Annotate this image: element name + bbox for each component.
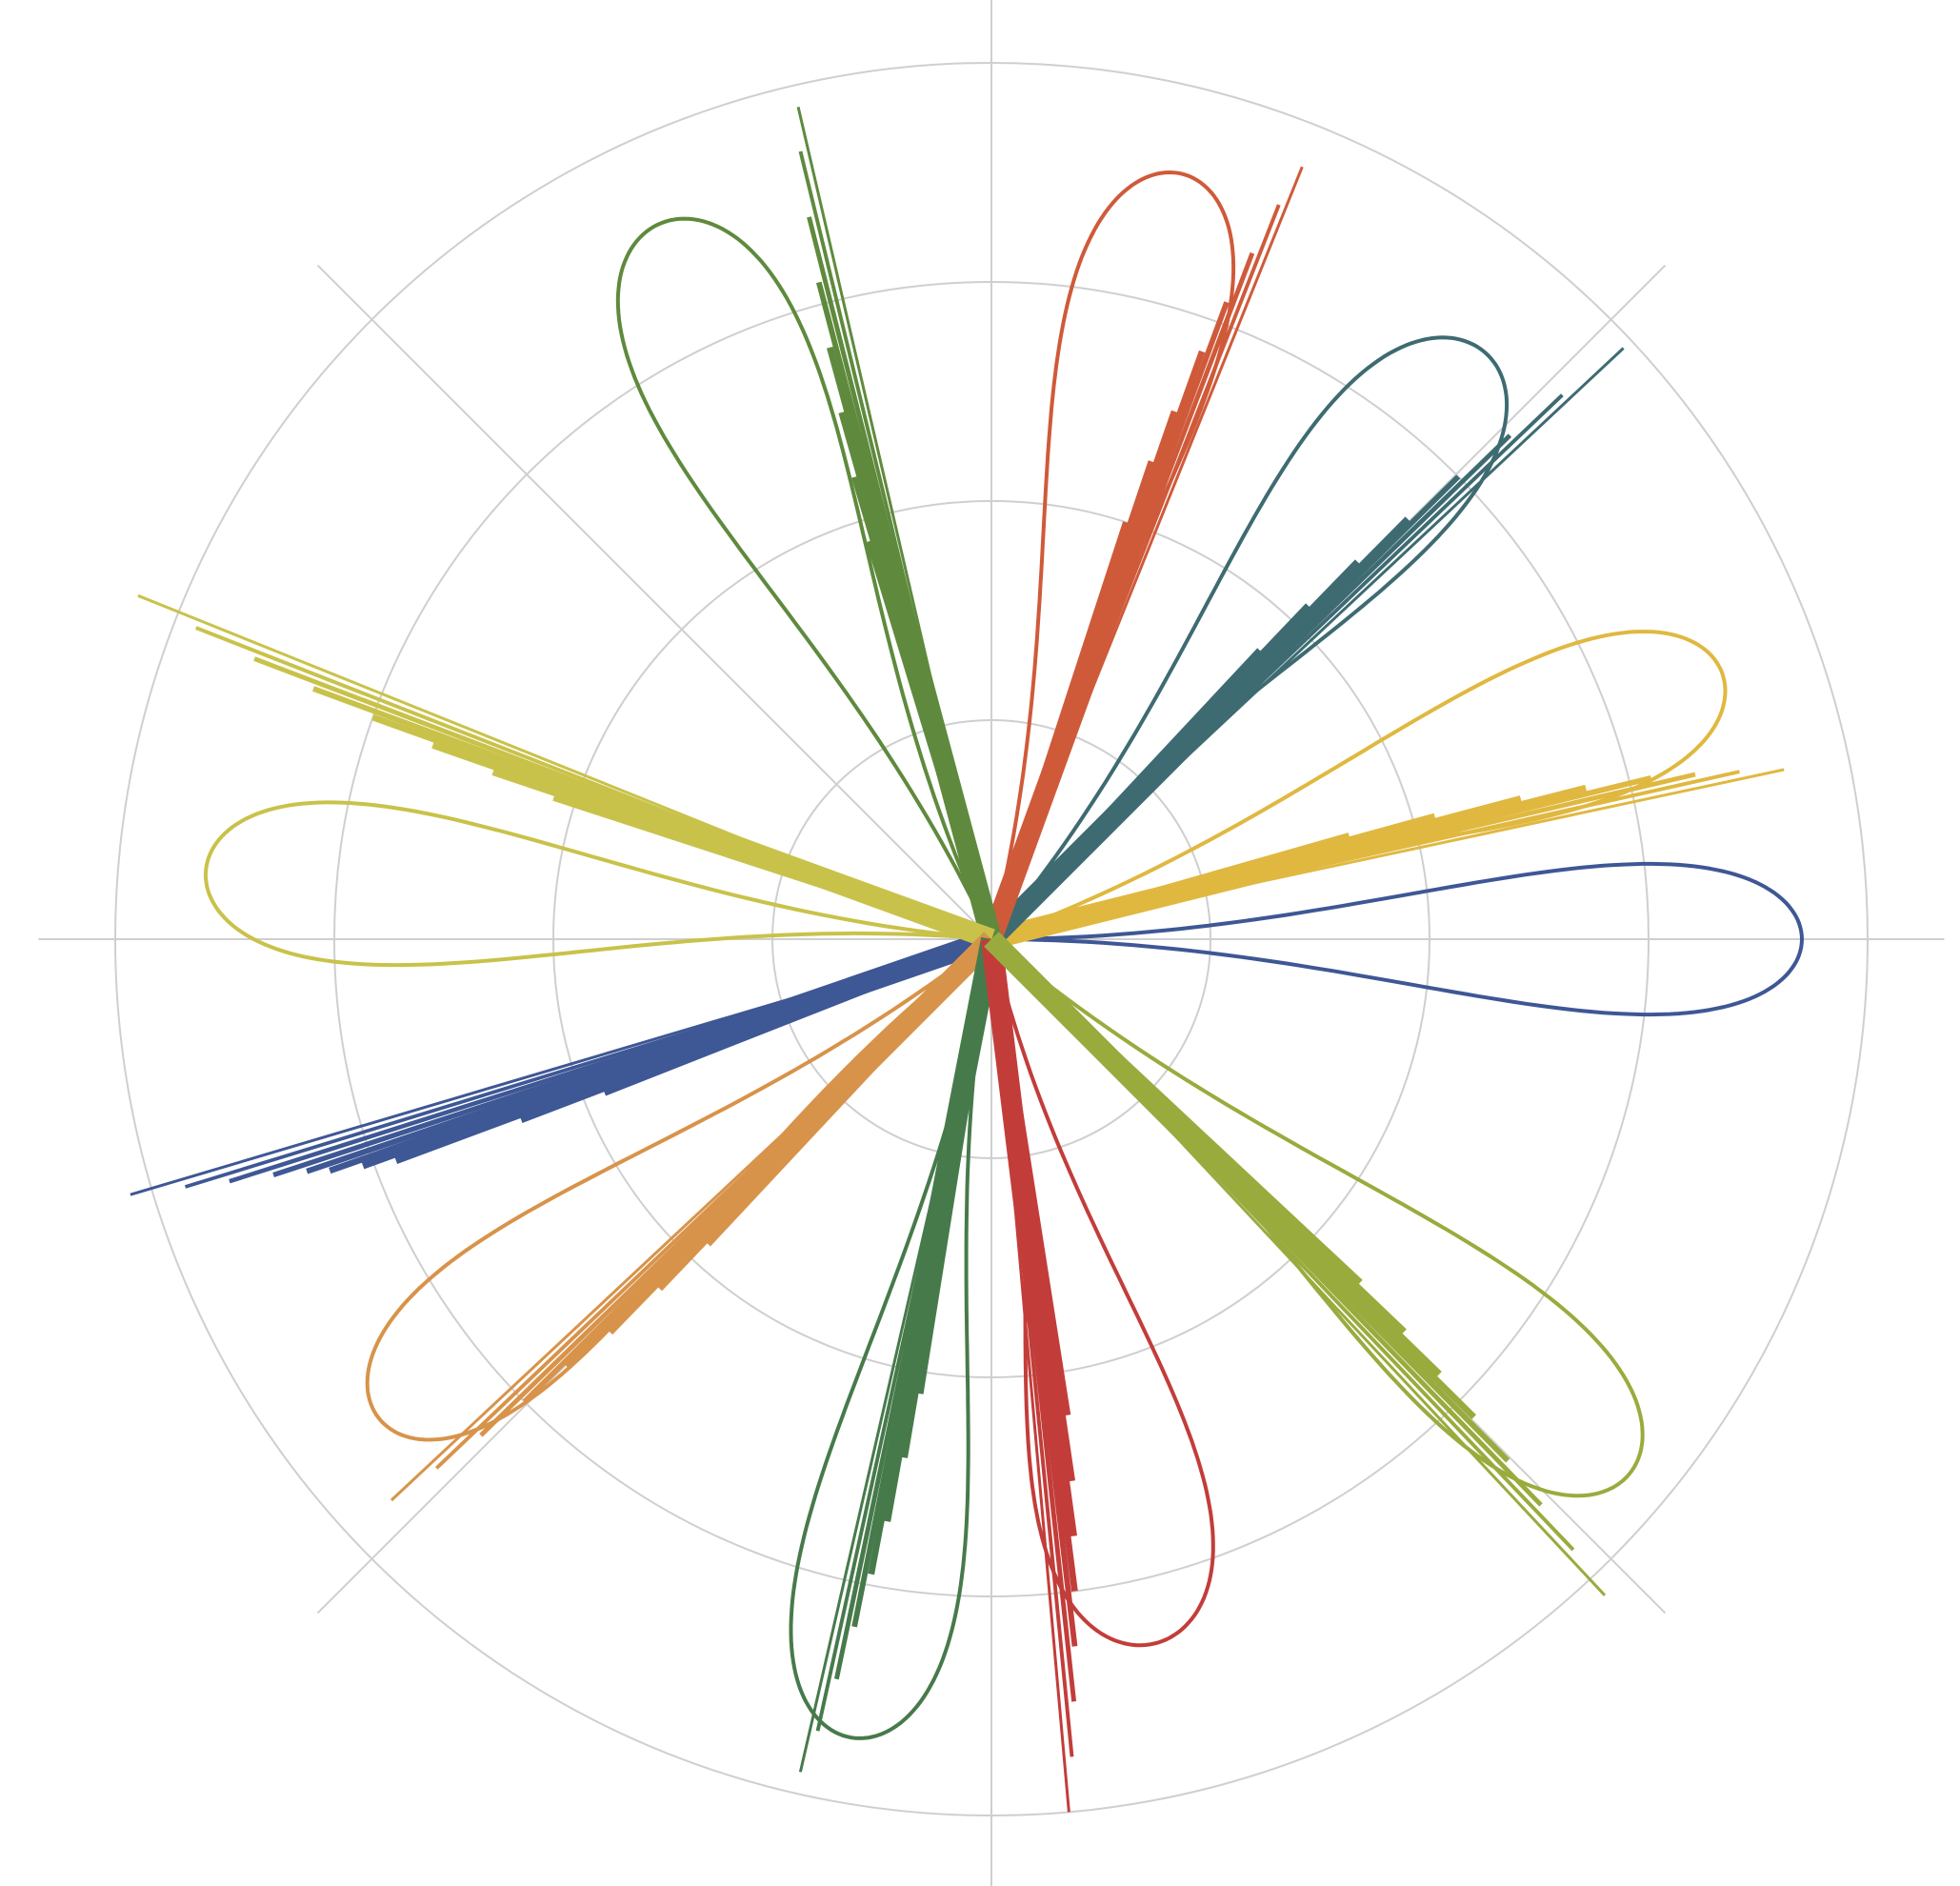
series-5-petal (615, 216, 993, 940)
series-1 (130, 861, 1804, 1196)
series-4-ray-core (981, 647, 1107, 943)
series-5-ray-core (902, 640, 1002, 942)
series-6-petal (203, 800, 992, 968)
series-7 (365, 932, 999, 1502)
series-2-ray-core (989, 854, 1292, 950)
series-8 (789, 936, 1002, 1773)
series-6 (137, 593, 995, 968)
series-9-ray-core (981, 937, 1040, 1245)
series-10 (984, 932, 1645, 1596)
series-layer (130, 106, 1804, 1813)
series-1-petal (990, 861, 1804, 1017)
series-9 (981, 937, 1215, 1813)
series-3 (984, 335, 1625, 947)
series-6-ray-core (699, 824, 995, 950)
series-10-ray-core (984, 932, 1216, 1164)
series-8-ray-core (922, 936, 1002, 1243)
series-7-ray-core (767, 932, 999, 1164)
series-1-ray-core (697, 929, 995, 1050)
series-2 (989, 630, 1785, 950)
series-3-ray-core (984, 714, 1216, 947)
series-8-petal (789, 938, 993, 1740)
series-5 (615, 106, 1002, 942)
series-4 (981, 166, 1304, 943)
